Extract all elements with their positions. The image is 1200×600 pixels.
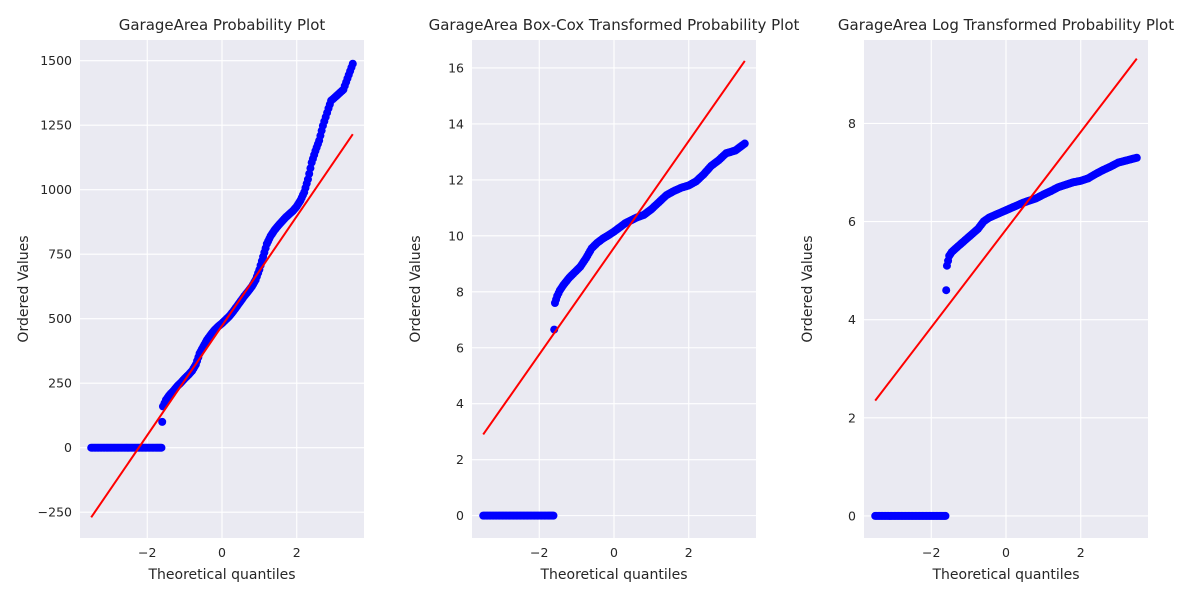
x-tick-label: 2	[685, 545, 693, 560]
data-layer	[87, 59, 357, 518]
y-tick-label: 250	[48, 376, 72, 391]
y-tick-label: −250	[38, 505, 72, 520]
fit-line	[90, 133, 354, 518]
data-point	[941, 511, 950, 520]
data-layer	[479, 60, 749, 520]
y-tick-label: 1500	[40, 53, 72, 68]
y-tick-label: 1250	[40, 118, 72, 133]
chart-title: GarageArea Probability Plot	[119, 16, 326, 34]
y-axis-label: Ordered Values	[408, 235, 424, 342]
fit-line	[874, 58, 1138, 402]
y-tick-label: 750	[48, 247, 72, 262]
data-point	[158, 417, 167, 426]
fit-line	[482, 60, 746, 436]
x-axis-label: Theoretical quantiles	[147, 567, 295, 583]
y-tick-label: 0	[456, 508, 464, 523]
y-tick-label: 2	[456, 452, 464, 467]
x-tick-label: 0	[610, 545, 618, 560]
x-tick-label: 2	[293, 545, 301, 560]
data-point	[348, 59, 357, 68]
y-tick-label: 4	[456, 396, 464, 411]
x-axis-label: Theoretical quantiles	[539, 567, 687, 583]
y-axis-label: Ordered Values	[800, 235, 816, 342]
x-tick-label: −2	[530, 545, 548, 560]
data-point	[549, 511, 558, 520]
x-tick-label: −2	[138, 545, 156, 560]
plot-panel-3: −2 0 2 0 2 4 6 8 GarageArea Log Transformed Prob…	[800, 16, 1174, 583]
y-tick-label: 14	[448, 116, 464, 131]
plot-panel-1: −2 0 2 −250 0 250 500 750 1000 1250 1500 GarageArea…	[16, 16, 364, 583]
y-tick-label: 4	[848, 312, 856, 327]
y-tick-label: 16	[448, 60, 464, 75]
data-point	[1132, 153, 1141, 162]
chart-title: GarageArea Box-Cox Transformed Probabili…	[429, 16, 800, 34]
data-point	[942, 286, 951, 295]
y-tick-label: 0	[64, 440, 72, 455]
x-axis-label: Theoretical quantiles	[931, 567, 1079, 583]
y-tick-label: 8	[456, 284, 464, 299]
x-tick-label: 0	[1002, 545, 1010, 560]
y-tick-label: 0	[848, 508, 856, 523]
y-tick-label: 2	[848, 410, 856, 425]
y-tick-label: 10	[448, 228, 464, 243]
x-tick-label: 2	[1077, 545, 1085, 560]
y-tick-label: 6	[848, 214, 856, 229]
y-tick-label: 8	[848, 116, 856, 131]
y-tick-label: 12	[448, 172, 464, 187]
y-tick-label: 500	[48, 311, 72, 326]
x-tick-label: −2	[922, 545, 940, 560]
plot-panel-2: −2 0 2 0 2 4 6 8 10 12 14 16 GarageArea Box-Cox Tran…	[408, 16, 800, 583]
data-point	[740, 139, 749, 148]
x-tick-label: 0	[218, 545, 226, 560]
y-tick-label: 6	[456, 340, 464, 355]
data-point	[157, 443, 166, 452]
y-tick-label: 1000	[40, 182, 72, 197]
chart-title: GarageArea Log Transformed Probability P…	[838, 16, 1174, 34]
data-layer	[871, 58, 1141, 520]
y-axis-label: Ordered Values	[16, 235, 32, 342]
